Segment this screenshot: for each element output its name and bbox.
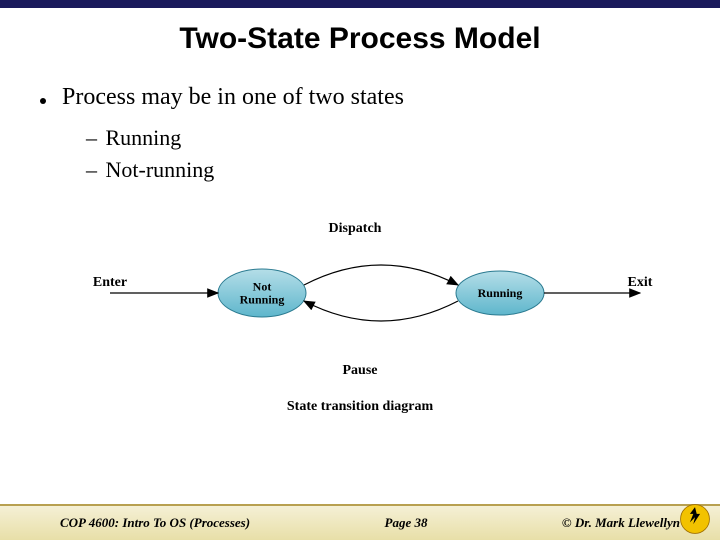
subbullet-2: – Not-running	[86, 157, 680, 183]
bullet-main: Process may be in one of two states	[40, 84, 680, 111]
diagram-caption: State transition diagram	[50, 399, 670, 415]
subbullet-1: – Running	[86, 125, 680, 151]
edge-label-enter: Enter	[70, 275, 150, 291]
footer-right: © Dr. Mark Llewellyn	[562, 515, 680, 531]
bullet-dot-icon	[40, 98, 46, 104]
edge-label-dispatch: Dispatch	[315, 221, 395, 237]
svg-text:Running: Running	[478, 286, 523, 300]
logo-icon	[678, 502, 712, 536]
svg-text:Not: Not	[253, 280, 272, 294]
subbullet-1-text: Running	[106, 125, 182, 150]
subbullet-2-text: Not-running	[106, 157, 215, 182]
footer-center: Page 38	[385, 515, 428, 531]
top-bar	[0, 0, 720, 8]
content-area: Process may be in one of two states – Ru…	[0, 56, 720, 433]
dash-icon: –	[86, 157, 100, 183]
svg-text:Running: Running	[240, 293, 285, 307]
dash-icon: –	[86, 125, 100, 151]
bullet-main-text: Process may be in one of two states	[62, 84, 404, 111]
footer-left: COP 4600: Intro To OS (Processes)	[60, 515, 250, 531]
edge-label-exit: Exit	[600, 275, 680, 291]
state-diagram: NotRunningRunning EnterDispatchPauseExit…	[50, 213, 670, 433]
footer-bar: COP 4600: Intro To OS (Processes) Page 3…	[0, 504, 720, 540]
page-title: Two-State Process Model	[0, 22, 720, 56]
edge-label-pause: Pause	[320, 363, 400, 379]
